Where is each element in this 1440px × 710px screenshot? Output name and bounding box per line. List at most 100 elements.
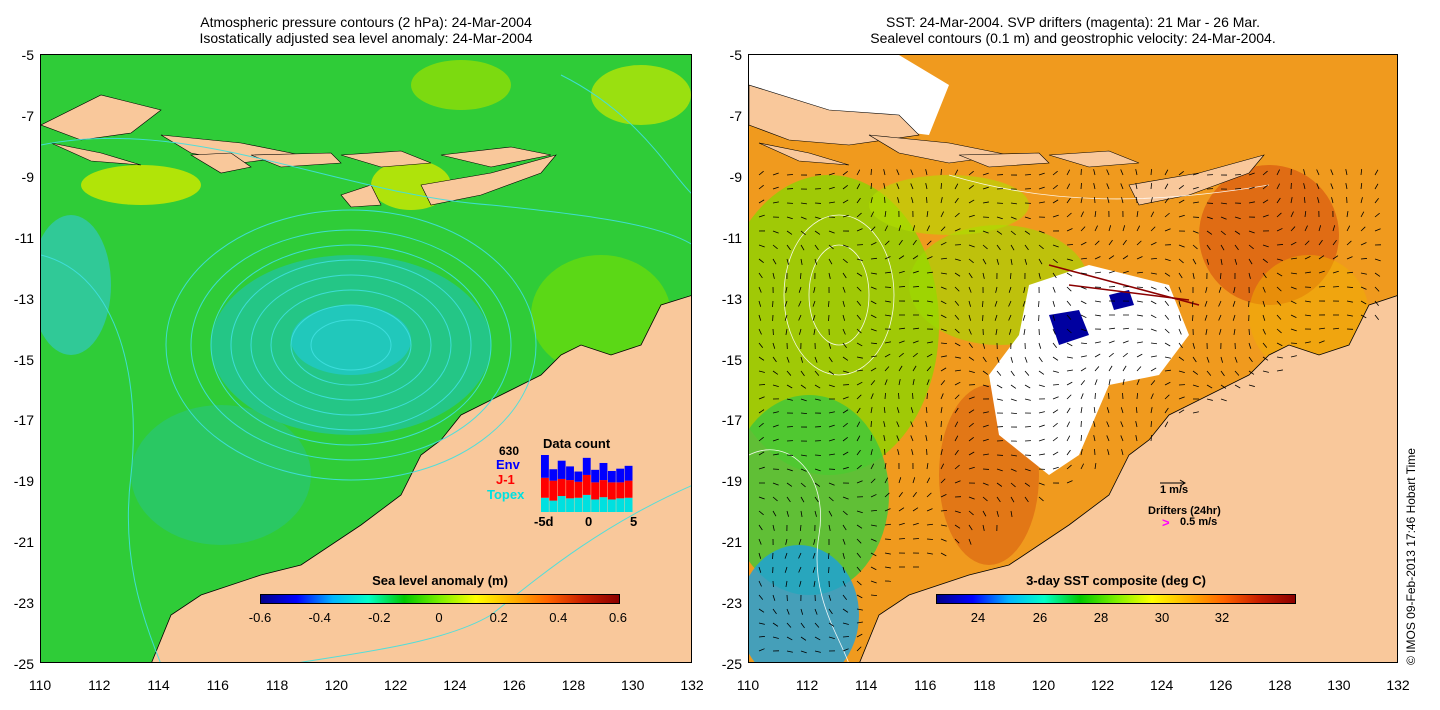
right-colorbar-label-2: 28: [1093, 610, 1109, 625]
data-count-bar-j1: [616, 482, 625, 499]
right-xtick-9: 128: [1268, 677, 1292, 693]
data-count-bar-j1: [599, 480, 608, 498]
data-count-bar-env: [574, 471, 583, 482]
left-title-line1: Atmospheric pressure contours (2 hPa): 2…: [200, 14, 532, 30]
data-count-bar-topex: [607, 499, 616, 512]
left-xtick-6: 122: [383, 677, 408, 693]
left-ytick-5: -15: [13, 351, 34, 368]
right-colorbar-label-0: 24: [970, 610, 986, 625]
credit-text: © IMOS 09-Feb-2013 17:46 Hobart Time: [1404, 448, 1418, 665]
right-xtick-1: 112: [795, 677, 819, 693]
left-xtick-4: 118: [265, 677, 289, 693]
data-count-bar-env: [582, 457, 591, 475]
left-ytick-6: -17: [13, 412, 34, 429]
data-count-bar-topex: [599, 497, 608, 512]
right-title-line1: SST: 24-Mar-2004. SVP drifters (magenta)…: [885, 14, 1260, 30]
right-ytick-8: -21: [721, 534, 742, 551]
right-ytick-4: -13: [721, 290, 742, 307]
data-count-bar-topex: [574, 497, 583, 512]
left-colorbar-label-6: 0.6: [608, 610, 628, 625]
data-count-bar-env: [566, 466, 574, 481]
data-count-bar-env: [616, 468, 625, 483]
left-ytick-9: -23: [13, 595, 34, 612]
left-ytick-4: -13: [13, 290, 34, 307]
sst-map-svg: [749, 55, 1397, 662]
left-xtick-3: 116: [206, 677, 229, 693]
right-colorbar-title: 3-day SST composite (deg C): [1026, 573, 1206, 588]
right-xtick-11: 132: [1386, 677, 1410, 693]
data-count-xlabel-start: -5d: [534, 514, 554, 529]
right-ytick-5: -15: [721, 351, 742, 368]
data-count-bar-topex: [616, 498, 625, 512]
left-xtick-9: 128: [561, 677, 586, 693]
legend-topex: Topex: [487, 487, 525, 502]
data-count-xlabel-mid: 0: [585, 514, 593, 529]
left-ytick-8: -21: [13, 534, 34, 551]
data-count-xlabel-end: 5: [630, 514, 638, 529]
right-ytick-0: -5: [729, 47, 742, 63]
data-count-bar-j1: [607, 482, 616, 500]
left-colorbar-label-3: 0: [435, 610, 443, 625]
drifter-scale-label: 0.5 m/s: [1180, 516, 1218, 528]
right-title-line2: Sealevel contours (0.1 m) and geostrophi…: [870, 30, 1276, 46]
right-ytick-3: -11: [722, 229, 742, 246]
right-xtick-5: 120: [1031, 677, 1056, 693]
right-xtick-7: 124: [1149, 677, 1174, 693]
data-count-bar-j1: [574, 481, 583, 498]
right-ytick-9: -23: [721, 595, 742, 612]
right-xtick-3: 116: [914, 677, 937, 693]
velocity-scale-arrow: [1160, 479, 1186, 487]
right-ytick-10: -25: [721, 656, 742, 672]
left-ytick-0: -5: [21, 47, 34, 63]
data-count-bar-env: [549, 469, 558, 481]
legend-j1: J-1: [496, 472, 515, 487]
right-xtick-6: 122: [1090, 677, 1115, 693]
data-count-bar-j1: [566, 480, 574, 499]
data-count-bar-topex: [582, 494, 591, 512]
left-colorbar-label-5: 0.4: [549, 610, 568, 625]
right-xtick-8: 126: [1209, 677, 1233, 693]
right-xtick-4: 118: [973, 677, 996, 693]
right-ytick-7: -19: [721, 473, 742, 490]
data-count-bar-topex: [624, 497, 633, 512]
right-ytick-6: -17: [721, 412, 742, 429]
legend-env: Env: [496, 457, 520, 472]
data-count-bar-env: [557, 460, 566, 479]
left-xtick-2: 114: [147, 677, 170, 693]
right-xtick-2: 114: [855, 677, 878, 693]
data-count-bar-j1: [541, 477, 549, 498]
left-colorbar-label-2: -0.2: [368, 610, 391, 625]
data-count-bar-j1: [624, 480, 633, 498]
data-count-bar-env: [591, 469, 600, 483]
right-colorbar: [936, 594, 1296, 604]
data-count-bar-j1: [557, 478, 566, 497]
data-count-bar-env: [607, 470, 616, 483]
data-count-bar-j1: [549, 480, 558, 501]
right-xtick-0: 110: [736, 677, 760, 693]
left-colorbar-label-4: 0.2: [489, 610, 508, 625]
drifter-scale-symbol: >: [1162, 515, 1170, 530]
left-xtick-8: 126: [502, 677, 526, 693]
left-ytick-10: -25: [13, 656, 34, 672]
left-ytick-2: -9: [21, 168, 34, 185]
data-count-bar-env: [624, 465, 633, 481]
data-count-bar-j1: [582, 474, 591, 495]
right-ytick-2: -9: [729, 168, 742, 185]
left-xtick-1: 112: [88, 677, 111, 693]
data-count-total: 630: [499, 444, 520, 458]
right-colorbar-label-1: 26: [1032, 610, 1048, 625]
data-count-bar-j1: [591, 482, 600, 500]
left-colorbar-label-1: -0.4: [308, 610, 331, 625]
left-colorbar-label-0: -0.6: [248, 610, 272, 625]
data-count-bar-topex: [549, 500, 558, 512]
left-xtick-5: 120: [324, 677, 349, 693]
left-ytick-7: -19: [13, 473, 34, 490]
data-count-bar-env: [541, 455, 549, 478]
left-title-line2: Isostatically adjusted sea level anomaly…: [199, 30, 533, 46]
left-xtick-11: 132: [680, 677, 704, 693]
data-count-bar-env: [599, 462, 608, 481]
left-xtick-0: 110: [28, 677, 52, 693]
data-count-bar-topex: [541, 497, 549, 512]
right-ytick-1: -7: [729, 107, 742, 124]
sst-map: [748, 54, 1398, 663]
